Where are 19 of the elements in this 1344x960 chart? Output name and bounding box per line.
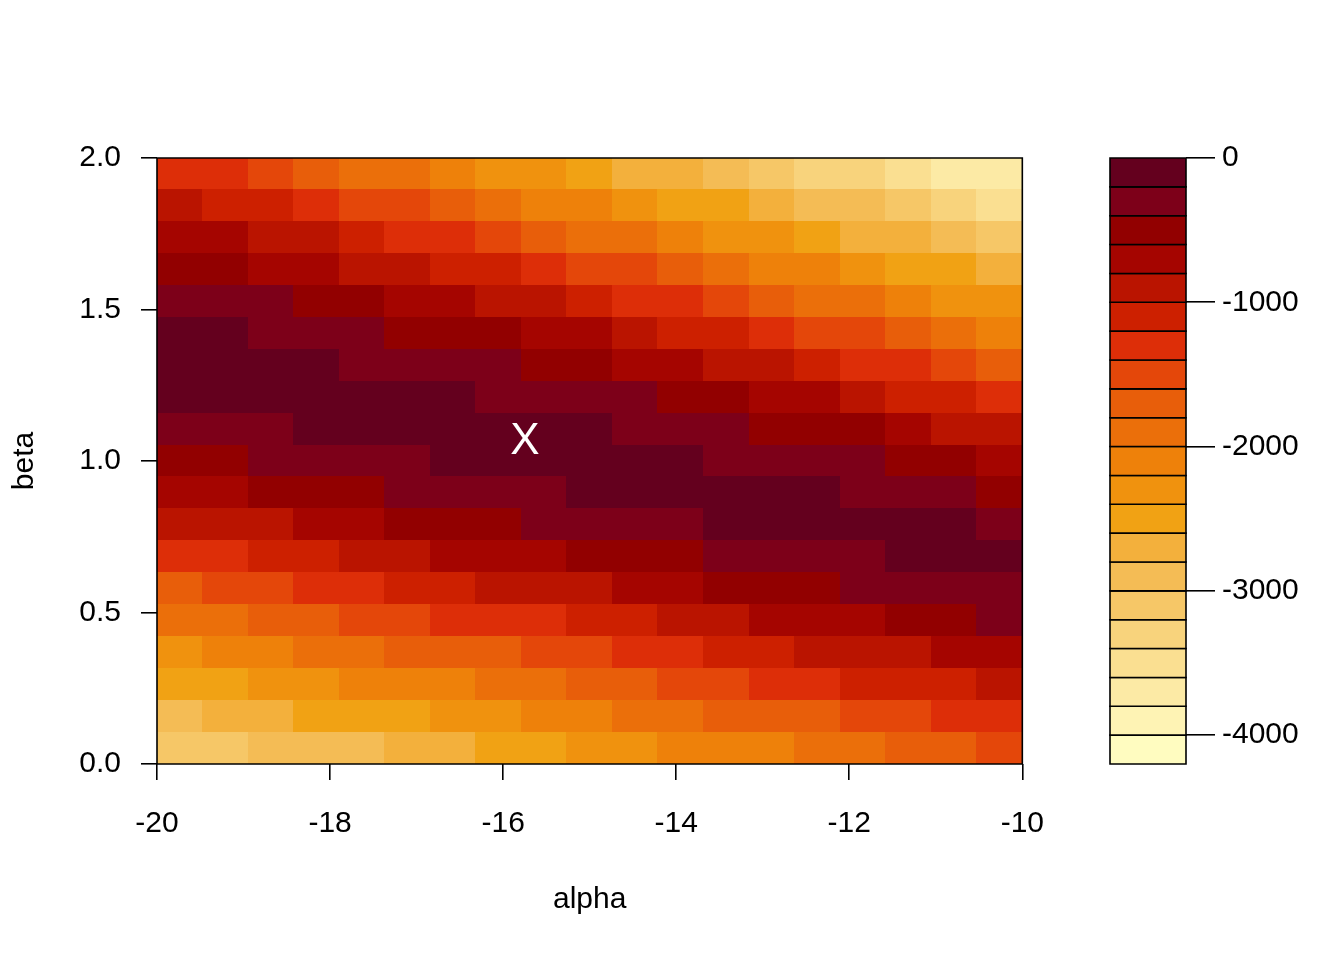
x-axis-title: alpha (552, 881, 627, 915)
y-tick-label: 2.0 (79, 139, 121, 173)
color-bar-label: -4000 (1222, 716, 1299, 750)
x-tick-label: -18 (308, 805, 352, 839)
color-bar-label: -1000 (1222, 283, 1299, 317)
y-tick-label: 1.5 (79, 290, 121, 324)
x-tick-label: -14 (654, 805, 698, 839)
x-tick-label: -12 (827, 805, 871, 839)
color-bar-label: -3000 (1222, 572, 1299, 606)
y-tick-label: 0.0 (79, 745, 121, 779)
x-tick-label: -20 (135, 805, 179, 839)
color-bar-label: 0 (1222, 139, 1239, 173)
y-axis-title: beta (6, 431, 40, 491)
annotation: X (510, 414, 540, 464)
x-tick-label: -10 (1000, 805, 1044, 839)
x-tick-label: -16 (481, 805, 525, 839)
color-bar-label: -2000 (1222, 427, 1299, 461)
y-tick-label: 0.5 (79, 593, 121, 627)
y-tick-label: 1.0 (79, 442, 121, 476)
